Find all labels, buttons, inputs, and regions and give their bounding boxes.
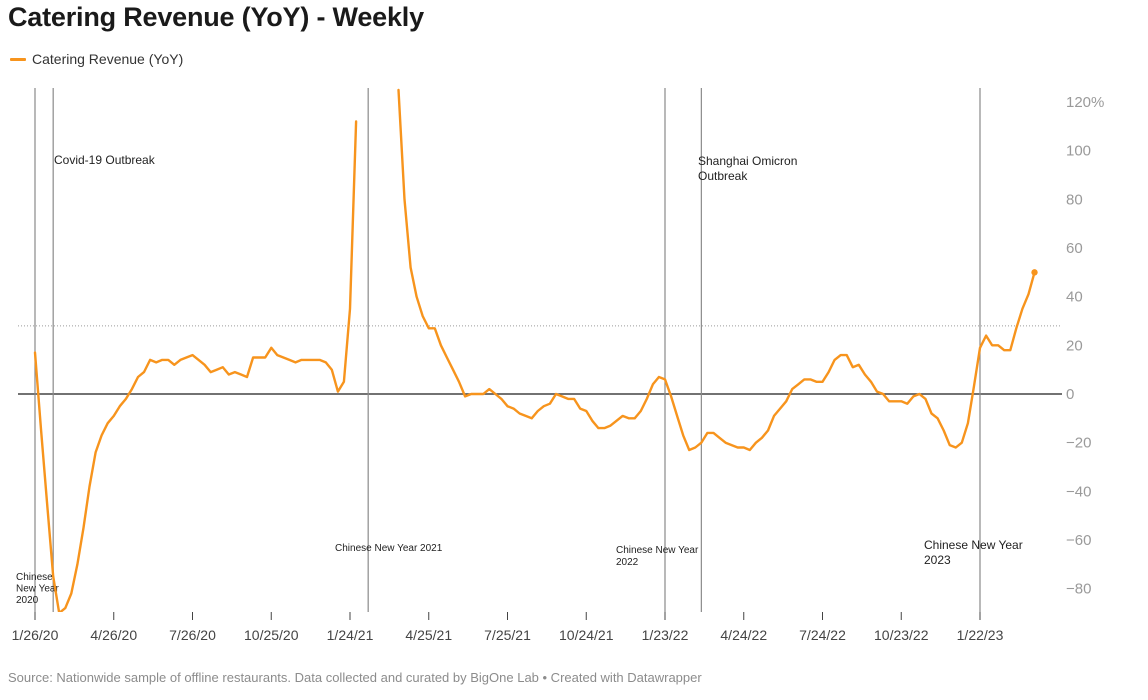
chart-title: Catering Revenue (YoY) - Weekly	[8, 2, 424, 32]
event-annotation: Chinese New Year 2021	[335, 543, 443, 554]
x-tick-label: 7/25/21	[484, 627, 531, 643]
x-tick-label: 10/24/21	[559, 627, 614, 643]
x-tick-label: 4/24/22	[720, 627, 767, 643]
x-tick-label: 10/25/20	[244, 627, 299, 643]
line-chart: −80 −60 −40 −20 0 20 40 60 80 100 120% Chinese New Y…	[12, 88, 1104, 643]
x-tick-label: 1/22/23	[957, 627, 1004, 643]
x-tick-label: 1/26/20	[12, 627, 59, 643]
event-annotation: Shanghai Omicron Outbreak	[698, 154, 797, 183]
y-tick-label: −40	[1066, 483, 1091, 500]
legend-swatch	[10, 57, 26, 61]
x-tick-label: 7/26/20	[169, 627, 216, 643]
x-tick-label: 4/25/21	[405, 627, 452, 643]
series-line	[33, 120, 358, 612]
x-tick-label: 4/26/20	[90, 627, 137, 643]
event-annotation: Covid-19 Outbreak	[54, 153, 156, 167]
y-tick-label: 80	[1066, 191, 1083, 208]
y-tick-label: 100	[1066, 143, 1091, 160]
y-tick-label: 40	[1066, 289, 1083, 306]
event-annotation: Chinese New Year 2020	[16, 572, 59, 606]
y-tick-label: 0	[1066, 386, 1074, 403]
x-tick-label: 7/24/22	[799, 627, 846, 643]
x-tick-label: 1/23/22	[642, 627, 689, 643]
event-annotation: Chinese New Year 2023	[924, 538, 1023, 567]
y-tick-label: −80	[1066, 581, 1091, 598]
y-tick-label: 60	[1066, 240, 1083, 257]
series-line	[397, 88, 1036, 452]
x-tick-label: 1/24/21	[327, 627, 374, 643]
legend: Catering Revenue (YoY)	[10, 51, 183, 67]
y-tick-label: −60	[1066, 532, 1091, 549]
y-tick-label: 20	[1066, 337, 1083, 354]
x-tick-label: 10/23/22	[874, 627, 929, 643]
y-tick-label: 120%	[1066, 94, 1104, 111]
event-annotation: Chinese New Year 2022	[616, 545, 699, 568]
y-tick-label: −20	[1066, 435, 1091, 452]
source-note: Source: Nationwide sample of offline res…	[8, 670, 702, 685]
legend-label: Catering Revenue (YoY)	[32, 51, 184, 67]
series-end-point	[1031, 269, 1038, 276]
